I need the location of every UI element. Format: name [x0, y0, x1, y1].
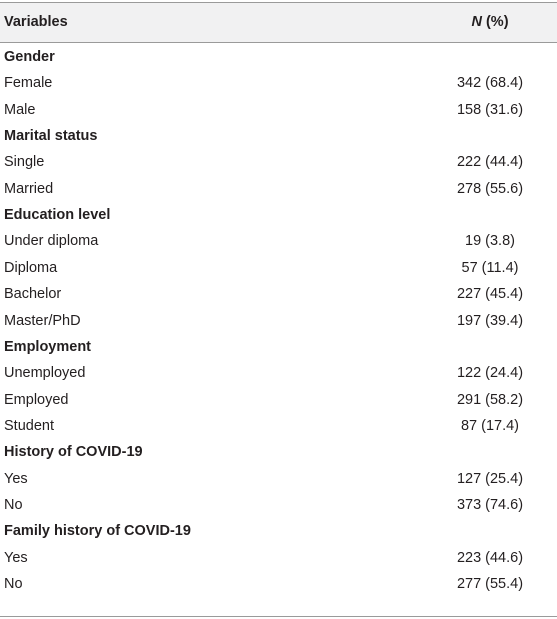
- row-value: 57 (11.4): [461, 259, 519, 276]
- row-label: No: [4, 576, 23, 592]
- row-label: Student: [4, 417, 54, 434]
- row-label: Master/PhD: [4, 312, 81, 329]
- row-label: Unemployed: [4, 365, 86, 382]
- section-title: Marital status: [4, 128, 98, 145]
- row-label: Under diploma: [4, 233, 99, 250]
- header-rule: [0, 42, 557, 43]
- row-label: Yes: [4, 470, 28, 487]
- row-value: 127 (25.4): [456, 470, 524, 487]
- bottom-rule: [0, 616, 557, 617]
- header-unit: (%): [485, 14, 509, 30]
- top-rule: [0, 2, 557, 3]
- header-row: Variables N (%): [0, 3, 557, 42]
- row-value: 19 (3.8): [465, 233, 515, 250]
- row-value: 342 (68.4): [456, 75, 524, 92]
- row-value: 158 (31.6): [456, 101, 524, 118]
- row-value: 277 (55.4): [456, 576, 524, 592]
- row-label: Female: [4, 75, 53, 92]
- row-label: Yes: [4, 549, 28, 566]
- row-value: 227 (45.4): [456, 286, 524, 303]
- row-label: Male: [4, 101, 36, 118]
- section-title: Employment: [4, 338, 92, 355]
- row-value: 87 (17.4): [460, 417, 520, 434]
- section-title: Education level: [4, 207, 111, 224]
- section-title: Family history of COVID-19: [4, 523, 191, 540]
- header-value: N (%): [430, 12, 550, 32]
- row-value: 373 (74.6): [456, 496, 524, 513]
- row-value: 223 (44.6): [456, 549, 524, 566]
- row-label: Married: [4, 180, 54, 197]
- row-value: 122 (24.4): [456, 365, 524, 382]
- row-value: 291 (58.2): [456, 391, 524, 408]
- row-label: Employed: [4, 391, 69, 408]
- section-title: Gender: [4, 49, 55, 65]
- row-value: 278 (55.6): [456, 180, 524, 197]
- row-label: Bachelor: [4, 286, 62, 303]
- row-value: 197 (39.4): [456, 312, 524, 329]
- row-value: 222 (44.4): [456, 154, 524, 171]
- header-symbol: N: [471, 14, 482, 30]
- row-label: Single: [4, 154, 45, 171]
- header-variable: Variables: [4, 14, 68, 30]
- section-title: History of COVID-19: [4, 444, 143, 461]
- row-label: Diploma: [4, 259, 58, 276]
- row-label: No: [4, 496, 23, 513]
